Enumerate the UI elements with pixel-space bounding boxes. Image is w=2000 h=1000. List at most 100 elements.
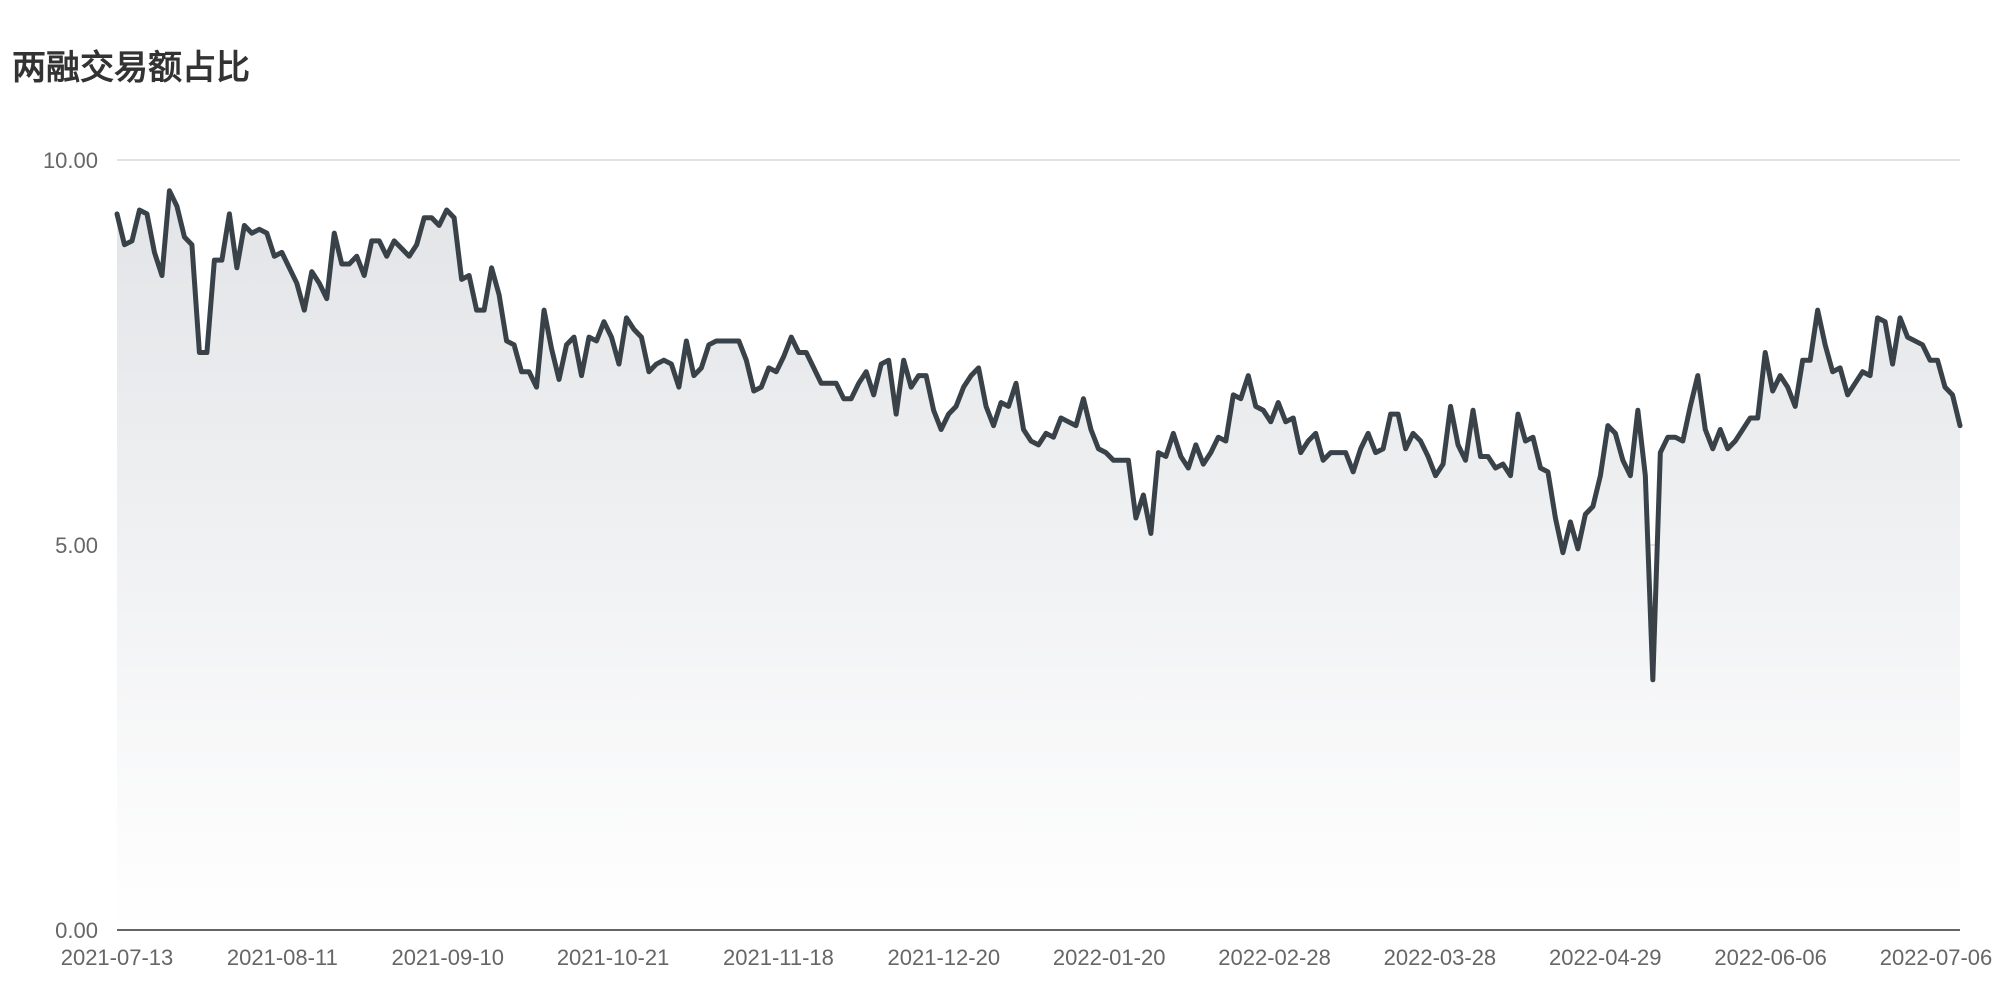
data-point — [1598, 473, 1603, 478]
data-point — [1088, 427, 1093, 432]
data-point — [1523, 439, 1528, 444]
data-point — [549, 346, 554, 351]
data-point — [1695, 373, 1700, 378]
data-point — [1890, 362, 1895, 367]
data-point — [856, 381, 861, 386]
data-point — [886, 358, 891, 363]
data-point — [1246, 373, 1251, 378]
data-point — [1740, 427, 1745, 432]
data-point — [212, 258, 217, 263]
data-point — [1373, 450, 1378, 455]
data-point — [961, 385, 966, 390]
data-point — [234, 265, 239, 270]
data-point — [1553, 516, 1558, 521]
data-point — [901, 358, 906, 363]
data-point — [429, 215, 434, 220]
data-point — [144, 211, 149, 216]
data-point — [1658, 450, 1663, 455]
data-point — [414, 242, 419, 247]
data-point — [384, 254, 389, 259]
x-tick-label: 2022-07-06 — [1880, 945, 1993, 970]
data-point — [542, 308, 547, 313]
data-point — [1493, 466, 1498, 470]
data-point — [579, 373, 584, 378]
data-point — [849, 396, 854, 401]
data-point — [399, 246, 404, 251]
data-point — [714, 338, 719, 343]
x-tick-label: 2022-02-28 — [1218, 945, 1331, 970]
y-tick-label: 10.00 — [43, 148, 98, 173]
data-point — [931, 408, 936, 413]
data-point — [1216, 435, 1221, 440]
data-point — [1111, 458, 1116, 463]
label-layer: 0.00 5.00 10.00 2021-07-13 2021-08-11 2021-09… — [43, 148, 1992, 970]
x-tick-label: 2021-07-13 — [61, 945, 174, 970]
x-tick-label: 2021-08-11 — [227, 945, 338, 970]
data-point — [1283, 419, 1288, 424]
data-point — [534, 385, 539, 390]
data-point — [1583, 512, 1588, 517]
data-point — [946, 412, 951, 417]
data-point — [1920, 342, 1925, 347]
data-point — [197, 350, 202, 355]
data-point — [452, 215, 457, 220]
data-point — [1793, 404, 1798, 409]
x-tick-label: 2022-01-20 — [1053, 945, 1166, 970]
data-point — [309, 269, 314, 274]
data-point — [572, 335, 576, 340]
data-point — [1785, 385, 1790, 390]
data-point — [1096, 446, 1101, 451]
data-point — [1268, 419, 1273, 424]
data-point — [991, 423, 996, 428]
data-point — [789, 335, 794, 340]
data-point — [1913, 338, 1918, 343]
data-point — [444, 208, 449, 213]
data-point — [654, 362, 659, 367]
data-point — [1388, 412, 1393, 417]
data-point — [302, 308, 307, 313]
data-point — [759, 385, 764, 390]
x-tick-label: 2022-06-06 — [1714, 945, 1827, 970]
data-point — [474, 308, 479, 313]
data-point — [1133, 516, 1138, 521]
data-point — [1321, 458, 1326, 463]
data-point — [1538, 466, 1543, 470]
data-point — [1141, 492, 1146, 497]
data-point — [954, 404, 959, 409]
y-tick-label: 0.00 — [55, 918, 98, 943]
data-point — [1418, 439, 1423, 444]
data-point — [1845, 392, 1850, 397]
data-point — [766, 365, 771, 370]
data-point — [1441, 462, 1446, 467]
data-point — [152, 250, 157, 255]
data-point — [1808, 358, 1813, 363]
data-point — [1770, 389, 1775, 393]
data-point — [1958, 423, 1962, 428]
data-point — [1703, 427, 1708, 432]
data-point — [122, 242, 127, 247]
data-point — [1456, 442, 1461, 447]
data-point — [661, 358, 666, 363]
data-point — [1875, 315, 1880, 320]
data-point — [1471, 408, 1476, 413]
data-point — [1163, 454, 1168, 459]
data-point — [669, 362, 674, 367]
data-point — [339, 261, 344, 266]
data-point — [167, 188, 172, 193]
data-point — [774, 369, 779, 374]
data-point — [287, 265, 292, 270]
data-point — [527, 369, 532, 374]
area-fill — [117, 190, 1960, 931]
data-point — [1366, 431, 1371, 436]
data-point — [1868, 373, 1873, 378]
x-tick-label: 2021-11-18 — [723, 945, 834, 970]
data-point — [1665, 435, 1670, 440]
data-point — [362, 273, 367, 278]
data-point — [1178, 454, 1183, 459]
data-point — [1815, 308, 1820, 313]
data-point — [751, 389, 756, 393]
data-point — [1253, 404, 1258, 409]
data-point — [624, 315, 629, 320]
data-point — [1051, 435, 1056, 440]
